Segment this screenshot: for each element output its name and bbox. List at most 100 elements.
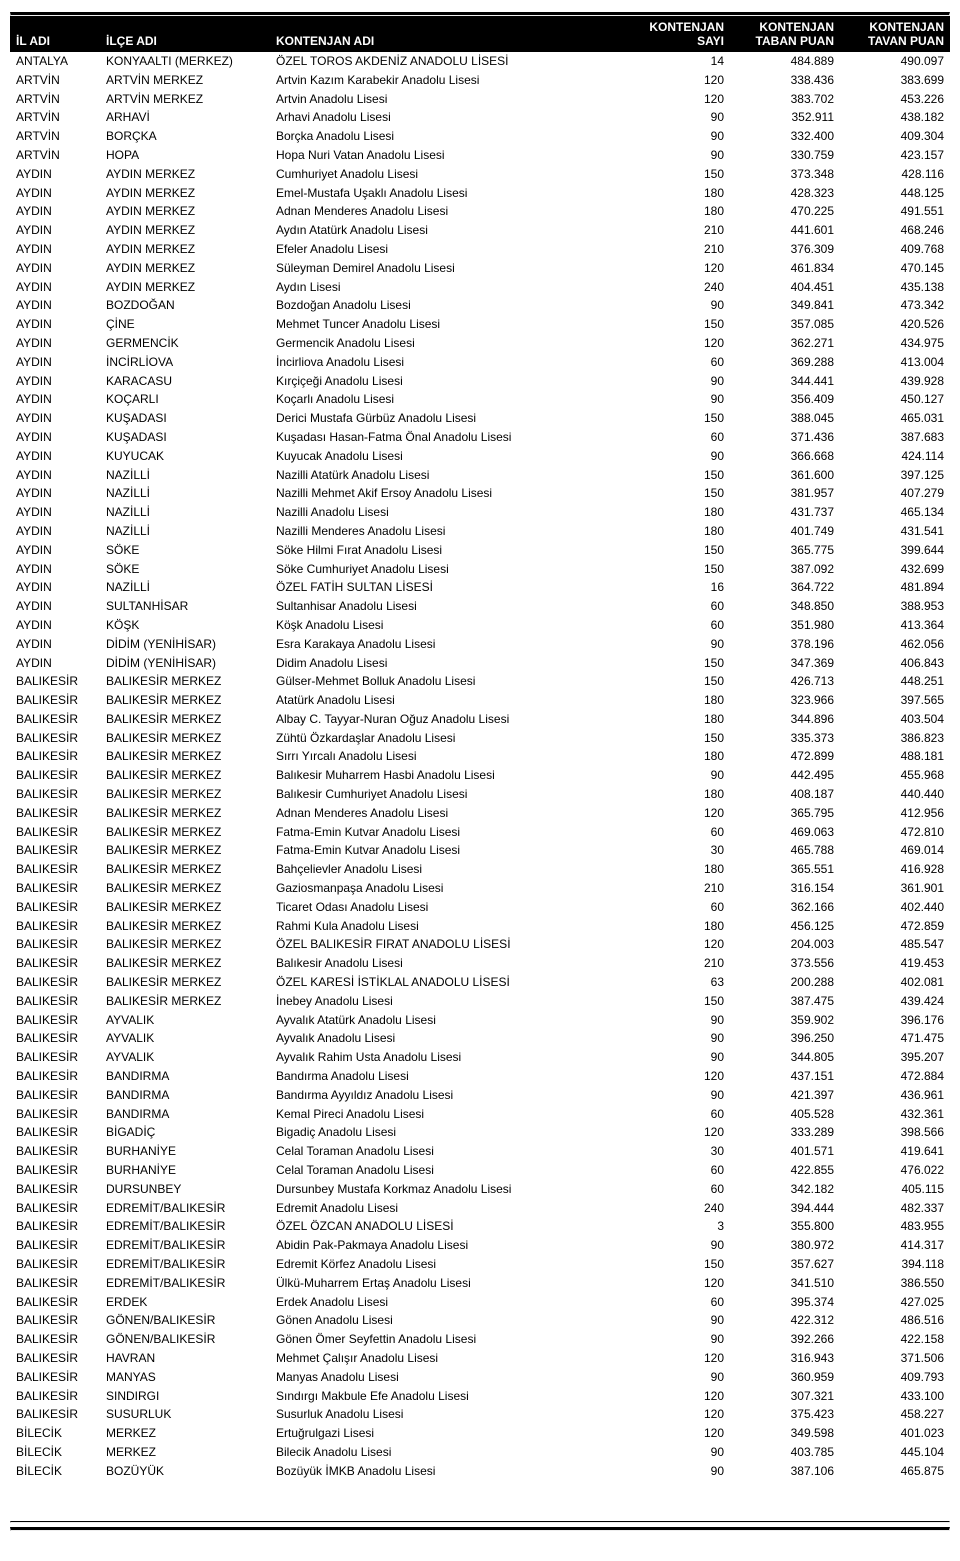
table-cell: 394.444 bbox=[730, 1199, 840, 1218]
table-row: ARTVİNBORÇKABorçka Anadolu Lisesi90332.4… bbox=[10, 127, 950, 146]
table-cell: AYDIN bbox=[10, 165, 100, 184]
table-cell: 392.266 bbox=[730, 1330, 840, 1349]
table-cell: Esra Karakaya Anadolu Lisesi bbox=[270, 635, 630, 654]
table-cell: 180 bbox=[630, 691, 730, 710]
table-cell: Dursunbey Mustafa Korkmaz Anadolu Lisesi bbox=[270, 1180, 630, 1199]
table-cell: 431.737 bbox=[730, 503, 840, 522]
table-cell: ÇİNE bbox=[100, 315, 270, 334]
table-cell: 386.823 bbox=[840, 729, 950, 748]
table-cell: Kuşadası Hasan-Fatma Önal Anadolu Lisesi bbox=[270, 428, 630, 447]
table-row: AYDINNAZİLLİNazilli Mehmet Akif Ersoy An… bbox=[10, 484, 950, 503]
table-row: AYDINSÖKESöke Hilmi Fırat Anadolu Lisesi… bbox=[10, 541, 950, 560]
table-cell: Kemal Pireci Anadolu Lisesi bbox=[270, 1105, 630, 1124]
table-cell: 204.003 bbox=[730, 935, 840, 954]
table-cell: 403.504 bbox=[840, 710, 950, 729]
table-cell: 409.793 bbox=[840, 1368, 950, 1387]
table-header: İL ADI İLÇE ADI KONTENJAN ADI KONTENJAN … bbox=[10, 16, 950, 52]
table-cell: 90 bbox=[630, 635, 730, 654]
table-cell: 402.081 bbox=[840, 973, 950, 992]
table-cell: BALIKESİR MERKEZ bbox=[100, 879, 270, 898]
table-cell: 408.187 bbox=[730, 785, 840, 804]
table-cell: 439.424 bbox=[840, 992, 950, 1011]
table-cell: 364.722 bbox=[730, 578, 840, 597]
table-cell: 180 bbox=[630, 184, 730, 203]
table-cell: BALIKESİR bbox=[10, 1217, 100, 1236]
table-cell: 394.118 bbox=[840, 1255, 950, 1274]
table-cell: Atatürk Anadolu Lisesi bbox=[270, 691, 630, 710]
table-cell: BALIKESİR bbox=[10, 1199, 100, 1218]
table-row: BALIKESİRBURHANİYECelal Toraman Anadolu … bbox=[10, 1142, 950, 1161]
table-cell: 396.250 bbox=[730, 1029, 840, 1048]
table-cell: 405.528 bbox=[730, 1105, 840, 1124]
table-cell: 453.226 bbox=[840, 90, 950, 109]
table-row: ARTVİNARHAVİArhavi Anadolu Lisesi90352.9… bbox=[10, 108, 950, 127]
table-cell: Adnan Menderes Anadolu Lisesi bbox=[270, 202, 630, 221]
table-cell: 90 bbox=[630, 296, 730, 315]
table-cell: 3 bbox=[630, 1217, 730, 1236]
table-row: ARTVİNARTVİN MERKEZArtvin Kazım Karabeki… bbox=[10, 71, 950, 90]
table-cell: 481.894 bbox=[840, 578, 950, 597]
table-cell: BALIKESİR bbox=[10, 973, 100, 992]
table-cell: 468.246 bbox=[840, 221, 950, 240]
table-cell: BALIKESİR MERKEZ bbox=[100, 841, 270, 860]
table-cell: BALIKESİR MERKEZ bbox=[100, 729, 270, 748]
table-cell: 348.850 bbox=[730, 597, 840, 616]
table-row: AYDINSÖKESöke Cumhuriyet Anadolu Lisesi1… bbox=[10, 560, 950, 579]
table-cell: 424.114 bbox=[840, 447, 950, 466]
table-cell: AYDIN bbox=[10, 578, 100, 597]
table-cell: 401.023 bbox=[840, 1424, 950, 1443]
table-cell: 422.312 bbox=[730, 1311, 840, 1330]
table-cell: 404.451 bbox=[730, 278, 840, 297]
table-cell: Adnan Menderes Anadolu Lisesi bbox=[270, 804, 630, 823]
table-cell: 383.699 bbox=[840, 71, 950, 90]
table-cell: 90 bbox=[630, 127, 730, 146]
table-cell: 180 bbox=[630, 917, 730, 936]
table-cell: AYDIN bbox=[10, 616, 100, 635]
table-cell: AYVALIK bbox=[100, 1048, 270, 1067]
table-cell: 488.181 bbox=[840, 747, 950, 766]
table-cell: Emel-Mustafa Uşaklı Anadolu Lisesi bbox=[270, 184, 630, 203]
table-cell: GÖNEN/BALIKESİR bbox=[100, 1330, 270, 1349]
table-cell: 465.031 bbox=[840, 409, 950, 428]
table-cell: MERKEZ bbox=[100, 1424, 270, 1443]
table-cell: Ülkü-Muharrem Ertaş Anadolu Lisesi bbox=[270, 1274, 630, 1293]
table-cell: AYDIN MERKEZ bbox=[100, 240, 270, 259]
table-cell: BURHANİYE bbox=[100, 1161, 270, 1180]
table-cell: 180 bbox=[630, 503, 730, 522]
table-cell: BALIKESİR MERKEZ bbox=[100, 917, 270, 936]
table-cell: 349.841 bbox=[730, 296, 840, 315]
table-cell: AYVALIK bbox=[100, 1011, 270, 1030]
table-cell: 351.980 bbox=[730, 616, 840, 635]
table-cell: Süleyman Demirel Anadolu Lisesi bbox=[270, 259, 630, 278]
table-row: AYDINBOZDOĞANBozdoğan Anadolu Lisesi9034… bbox=[10, 296, 950, 315]
table-cell: İnebey Anadolu Lisesi bbox=[270, 992, 630, 1011]
table-row: BALIKESİRBURHANİYECelal Toraman Anadolu … bbox=[10, 1161, 950, 1180]
table-cell: AYDIN bbox=[10, 560, 100, 579]
table-row: AYDINÇİNEMehmet Tuncer Anadolu Lisesi150… bbox=[10, 315, 950, 334]
table-cell: AYDIN bbox=[10, 259, 100, 278]
table-cell: BALIKESİR bbox=[10, 823, 100, 842]
table-cell: BALIKESİR bbox=[10, 860, 100, 879]
table-cell: Aydın Lisesi bbox=[270, 278, 630, 297]
table-cell: 469.014 bbox=[840, 841, 950, 860]
table-row: AYDINAYDIN MERKEZAydın Atatürk Anadolu L… bbox=[10, 221, 950, 240]
table-cell: BALIKESİR bbox=[10, 992, 100, 1011]
table-cell: 359.902 bbox=[730, 1011, 840, 1030]
table-cell: 376.309 bbox=[730, 240, 840, 259]
table-cell: 435.138 bbox=[840, 278, 950, 297]
table-row: AYDINKUYUCAKKuyucak Anadolu Lisesi90366.… bbox=[10, 447, 950, 466]
table-cell: AYDIN bbox=[10, 466, 100, 485]
table-cell: 120 bbox=[630, 334, 730, 353]
table-cell: BALIKESİR bbox=[10, 1029, 100, 1048]
table-cell: 419.641 bbox=[840, 1142, 950, 1161]
table-cell: 387.475 bbox=[730, 992, 840, 1011]
table-cell: 361.600 bbox=[730, 466, 840, 485]
table-cell: BORÇKA bbox=[100, 127, 270, 146]
table-cell: 484.889 bbox=[730, 52, 840, 71]
table-cell: 352.911 bbox=[730, 108, 840, 127]
table-cell: MERKEZ bbox=[100, 1443, 270, 1462]
table-cell: AYDIN bbox=[10, 447, 100, 466]
table-cell: 150 bbox=[630, 654, 730, 673]
table-cell: 90 bbox=[630, 447, 730, 466]
table-cell: 455.968 bbox=[840, 766, 950, 785]
